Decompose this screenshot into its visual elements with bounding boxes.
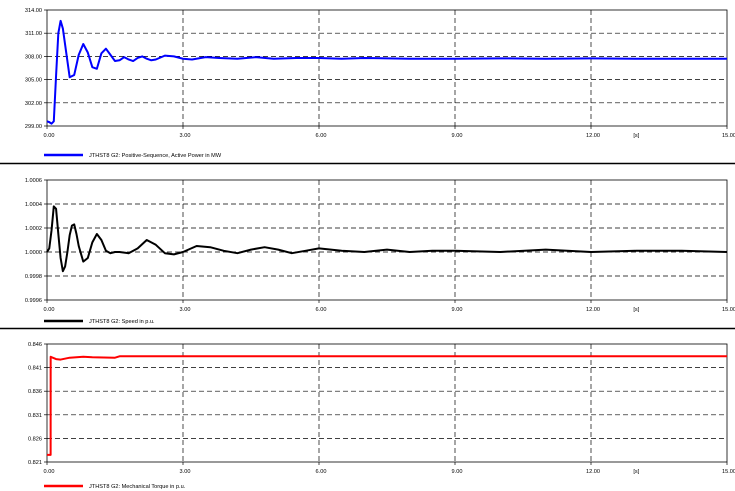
y-tick-label: 0.841 — [28, 366, 42, 372]
chart-panel-2: 0.9996 0.9998 1.0000 1.0002 1.0004 1.0006 0.00… — [25, 178, 735, 325]
y-tick-label: 302.00 — [25, 101, 42, 107]
x-tick-label: 6.00 — [316, 469, 327, 475]
y-tick-label: 299.00 — [25, 124, 42, 130]
y-tick-label: 0.826 — [28, 436, 42, 442]
x-tick-label: 3.00 — [180, 469, 191, 475]
x-tick-label: 0.00 — [44, 133, 55, 139]
x-tick-label: 15.00 — [722, 307, 735, 313]
y-tick-label: 1.0002 — [25, 226, 42, 232]
y-tick-label: 314.00 — [25, 8, 42, 14]
x-tick-label: 0.00 — [44, 469, 55, 475]
y-tick-label: 1.0000 — [25, 250, 42, 256]
legend-label: JTHST8 G2: Mechanical Torque in p.u. — [89, 484, 186, 490]
y-tick-label: 308.00 — [25, 54, 42, 60]
x-tick-label: 3.00 — [180, 133, 191, 139]
x-tick-label: 15.00 — [722, 133, 735, 139]
y-tick-label: 311.00 — [25, 31, 42, 37]
y-tick-label: 1.0004 — [25, 202, 42, 208]
x-tick-label: 12.00 — [586, 469, 600, 475]
x-tick-label: 3.00 — [180, 307, 191, 313]
y-tick-label: 0.9998 — [25, 274, 42, 280]
y-tick-label: 305.00 — [25, 78, 42, 84]
x-tick-label: 12.00 — [586, 133, 600, 139]
x-tick-label: 12.00 — [586, 307, 600, 313]
series-line — [47, 355, 727, 456]
series-line — [46, 19, 727, 125]
plot-frame — [46, 343, 728, 463]
x-tick-label: 9.00 — [452, 307, 463, 313]
series-line — [46, 205, 728, 273]
x-axis-unit-label: [s] — [633, 307, 639, 313]
x-tick-label: 6.00 — [316, 133, 327, 139]
y-tick-label: 0.821 — [28, 460, 42, 466]
x-tick-label: 9.00 — [452, 133, 463, 139]
plot-frame — [46, 179, 728, 301]
plot-frame — [46, 9, 728, 127]
x-tick-label: 0.00 — [44, 307, 55, 313]
x-tick-label: 6.00 — [316, 307, 327, 313]
legend-label: JTHST8 G2: Speed in p.u. — [89, 319, 155, 325]
legend-label: JTHST8 G2: Positive-Sequence, Active Pow… — [89, 153, 222, 159]
x-tick-label: 9.00 — [452, 469, 463, 475]
y-tick-label: 0.9996 — [25, 298, 42, 304]
y-tick-label: 0.836 — [28, 389, 42, 395]
x-axis-unit-label: [s] — [633, 133, 639, 139]
y-tick-label: 0.846 — [28, 342, 42, 348]
x-tick-label: 15.00 — [722, 469, 735, 475]
x-axis-unit-label: [s] — [633, 469, 639, 475]
y-tick-label: 1.0006 — [25, 178, 42, 184]
chart-panel-1: 299.00 302.00 305.00 308.00 311.00 314.00 0.00… — [25, 8, 735, 159]
y-tick-label: 0.831 — [28, 413, 42, 419]
chart-panel-3: 0.821 0.826 0.831 0.836 0.841 0.846 0.00 3.00 6.… — [28, 342, 735, 490]
